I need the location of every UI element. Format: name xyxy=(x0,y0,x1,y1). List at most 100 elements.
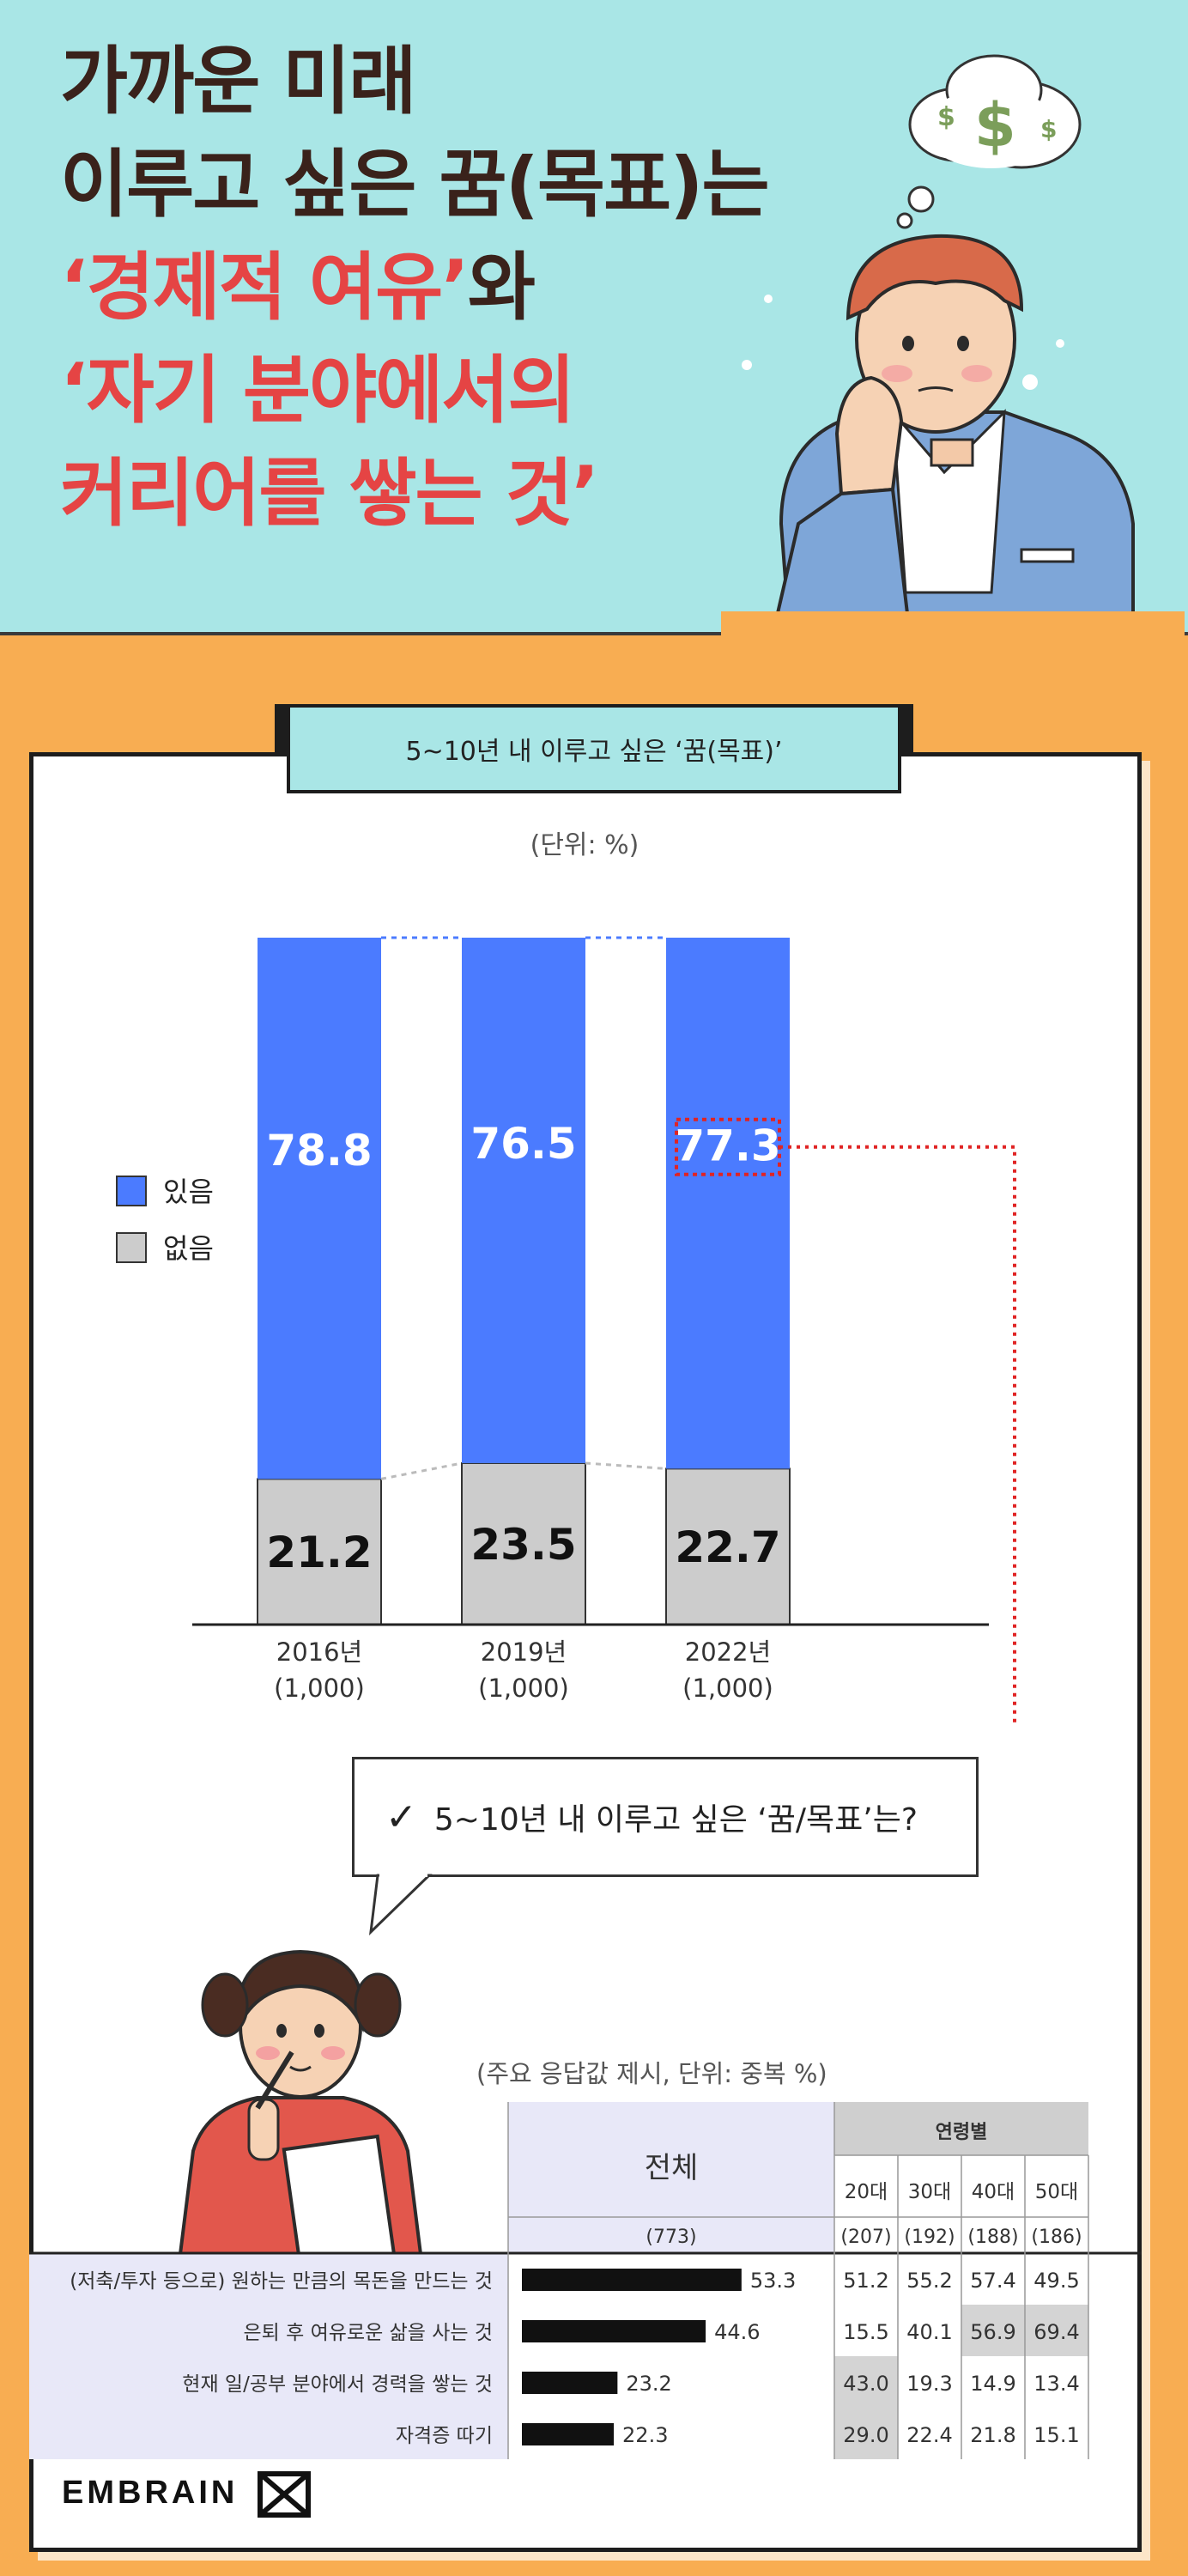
total-bar xyxy=(522,2423,615,2445)
headline-line-5: 커리어를 쌓는 것’ xyxy=(60,451,599,537)
row-label: 자격증 따기 xyxy=(396,2425,493,2447)
total-value-label: 22.3 xyxy=(622,2423,668,2447)
highlighted-cell xyxy=(834,2408,898,2459)
bar-segment-yes xyxy=(258,938,381,1479)
age-group-header: 40대 xyxy=(972,2181,1015,2203)
legend-swatch xyxy=(116,1232,147,1263)
headline-line-4: ‘자기 분야에서의 xyxy=(60,348,575,434)
highlighted-cell xyxy=(1025,2305,1088,2356)
connector-line xyxy=(585,1461,667,1470)
x-tick-base-label: (1,000) xyxy=(274,1674,365,1703)
stacked-bar-chart: (단위: %) 78.8 21.2 2016년 (1,000) 76.5 23.5 2019… xyxy=(116,830,1016,1726)
x-tick-label: 2016년 xyxy=(276,1637,362,1667)
x-tick-label: 2022년 xyxy=(685,1637,771,1667)
age-value-cell: 19.3 xyxy=(906,2372,952,2396)
total-value-label: 53.3 xyxy=(750,2269,796,2293)
thought-cloud-icon: $ $ $ xyxy=(896,54,1082,229)
question-text: 5~10년 내 이루고 싶은 ‘꿈/목표’는? xyxy=(433,1802,918,1838)
total-bar xyxy=(522,2269,742,2291)
responses-table: 전체 연령별 20대 (207) 30대 (192) 40대 (188) 50대 (186) (77… xyxy=(29,2102,1142,2459)
table-note: (주요 응답값 제시, 단위: 중복 %) xyxy=(476,2059,827,2088)
age-header-bg xyxy=(834,2102,1088,2155)
age-value-cell: 15.1 xyxy=(1033,2423,1079,2447)
dollar-sign-icon: $ xyxy=(937,102,955,132)
age-value-cell: 14.9 xyxy=(970,2372,1015,2396)
total-base-label: (773) xyxy=(646,2227,696,2248)
data-label-no: 23.5 xyxy=(470,1520,576,1570)
total-value-label: 23.2 xyxy=(626,2372,671,2396)
thinking-man-illustration: $ $ $ xyxy=(721,54,1185,635)
highlight-arrow-line xyxy=(779,1145,1016,1726)
headline-line-3: ‘경제적 여유’와 xyxy=(60,251,536,325)
dollar-sign-icon: $ xyxy=(1040,115,1057,143)
hero-banner: 가까운 미래 이루고 싶은 꿈(목표)는 ‘경제적 여유’와 ‘자기 분야에서의… xyxy=(0,0,1188,635)
age-group-header: 50대 xyxy=(1035,2181,1078,2203)
x-tick-base-label: (1,000) xyxy=(682,1674,773,1703)
age-value-cell: 57.4 xyxy=(970,2269,1015,2293)
row-label: (저축/투자 등으로) 원하는 만큼의 목돈을 만드는 것 xyxy=(70,2270,493,2293)
headline-keyword-economic: ‘경제적 여유’ xyxy=(60,245,470,331)
total-bar xyxy=(522,2372,618,2394)
highlighted-cell xyxy=(961,2305,1025,2356)
bar-segment-no xyxy=(665,1467,791,1626)
headline-conjunction: 와 xyxy=(467,245,536,331)
sparkle-icons xyxy=(742,295,1064,390)
connector-line xyxy=(380,1461,463,1480)
logo-text: EMBRAIN xyxy=(62,2475,239,2512)
age-value-cell: 13.4 xyxy=(1033,2372,1079,2396)
logo-mark-icon xyxy=(257,2471,311,2518)
age-value-cell: 22.4 xyxy=(906,2423,952,2447)
dollar-sign-icon: $ xyxy=(974,90,1016,161)
row-label-bg xyxy=(29,2253,508,2459)
data-label-yes: 76.5 xyxy=(470,1119,576,1169)
bar-segment-no xyxy=(257,1478,382,1626)
age-value-cell: 21.8 xyxy=(970,2423,1015,2447)
age-value-cell: 40.1 xyxy=(906,2320,952,2344)
total-header: 전체 xyxy=(645,2151,699,2185)
legend-swatch xyxy=(116,1176,147,1206)
highlighted-cell xyxy=(834,2356,898,2408)
total-value-label: 44.6 xyxy=(714,2320,760,2344)
question-bubble: ✓ 5~10년 내 이루고 싶은 ‘꿈/목표’는? xyxy=(352,1757,979,1877)
section-title: 5~10년 내 이루고 싶은 ‘꿈(목표)’ xyxy=(287,704,901,793)
data-label-yes: 78.8 xyxy=(266,1126,372,1176)
bubble-tail xyxy=(369,1872,433,1936)
legend-label: 없음 xyxy=(163,1232,214,1265)
age-value-cell: 49.5 xyxy=(1033,2269,1079,2293)
age-base-label: (188) xyxy=(967,2227,1018,2248)
age-group-header: 30대 xyxy=(908,2181,951,2203)
age-value-cell: 55.2 xyxy=(906,2269,952,2293)
headline-line-1: 가까운 미래 xyxy=(60,39,417,125)
data-label-no: 22.7 xyxy=(675,1522,780,1572)
age-group-header: 20대 xyxy=(845,2181,888,2203)
total-base-bg xyxy=(508,2217,834,2253)
data-label-yes: 77.3 xyxy=(675,1121,780,1171)
legend-label: 있음 xyxy=(163,1176,214,1208)
age-value-cell: 56.9 xyxy=(970,2320,1015,2344)
chart-unit-label: (단위: %) xyxy=(530,830,639,860)
row-label: 현재 일/공부 분야에서 경력을 쌓는 것 xyxy=(182,2373,493,2396)
age-base-label: (186) xyxy=(1031,2227,1082,2248)
age-base-label: (192) xyxy=(904,2227,955,2248)
age-value-cell: 69.4 xyxy=(1033,2320,1079,2344)
data-label-no: 21.2 xyxy=(266,1528,372,1577)
age-value-cell: 43.0 xyxy=(843,2372,888,2396)
bar-segment-yes xyxy=(666,938,790,1469)
embrain-logo: EMBRAIN xyxy=(62,2471,311,2518)
x-tick-label: 2019년 xyxy=(481,1637,567,1667)
age-value-cell: 15.5 xyxy=(843,2320,888,2344)
bars-group: 78.8 21.2 2016년 (1,000) 76.5 23.5 2019년 (1,000)… xyxy=(257,936,1016,1726)
checkmark-icon: ✓ xyxy=(385,1795,417,1839)
headline-line-2: 이루고 싶은 꿈(목표)는 xyxy=(60,142,770,228)
age-base-label: (207) xyxy=(840,2227,891,2248)
age-value-cell: 51.2 xyxy=(843,2269,888,2293)
row-label: 은퇴 후 여유로운 삶을 사는 것 xyxy=(244,2322,493,2344)
age-value-cell: 29.0 xyxy=(843,2423,888,2447)
x-tick-base-label: (1,000) xyxy=(478,1674,569,1703)
total-bar xyxy=(522,2320,706,2342)
woman-illustration xyxy=(178,1949,423,2254)
total-header-bg xyxy=(508,2102,834,2217)
bar-segment-yes xyxy=(462,938,585,1463)
age-header: 연령별 xyxy=(936,2122,988,2143)
